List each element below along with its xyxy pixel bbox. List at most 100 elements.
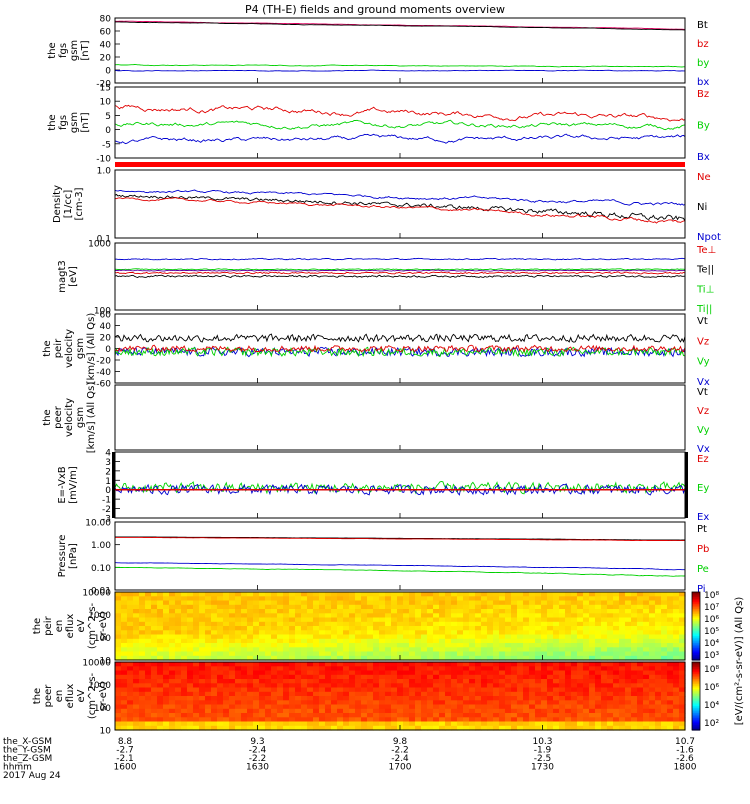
Bz-line bbox=[114, 104, 686, 122]
electron-spectrogram-cell bbox=[607, 721, 614, 727]
electron-spectrogram-cell bbox=[133, 691, 140, 697]
ion-spectrogram-cell bbox=[439, 651, 446, 657]
ion-spectrogram-cell bbox=[157, 621, 164, 627]
ion-spectrogram-cell bbox=[523, 617, 530, 623]
ion-spectrogram-cell bbox=[289, 600, 296, 606]
ion-spectrogram-cell bbox=[679, 626, 686, 631]
ion-spectrogram-cell bbox=[529, 643, 536, 648]
electron-spectrogram-cell bbox=[499, 666, 506, 672]
electron-spectrogram-cell bbox=[571, 717, 578, 723]
electron-spectrogram-cell bbox=[475, 666, 482, 672]
electron-spectrogram-cell bbox=[175, 713, 182, 718]
ion-spectrogram-cell bbox=[475, 604, 482, 610]
ion-spectrogram-cell bbox=[307, 651, 314, 657]
ion-spectrogram-cell bbox=[139, 651, 146, 657]
ion-spectrogram-cell bbox=[361, 647, 368, 653]
ion-spectrogram-cell bbox=[655, 609, 662, 614]
electron-spectrogram-cell bbox=[307, 717, 314, 723]
electron-spectrogram-cell bbox=[163, 717, 170, 723]
ion-spectrogram-cell bbox=[355, 609, 362, 614]
electron-spectrogram-cell bbox=[679, 683, 686, 689]
electron-spectrogram-cell bbox=[325, 670, 332, 676]
electron-spectrogram-cell bbox=[181, 674, 188, 680]
ion-spectrogram-cell bbox=[673, 596, 680, 602]
ion-spectrogram-cell bbox=[205, 626, 212, 631]
ion-spectrogram-cell bbox=[247, 643, 254, 648]
ylabel: velocity bbox=[64, 398, 75, 437]
electron-spectrogram-cell bbox=[445, 696, 452, 701]
ion-spectrogram-cell bbox=[619, 630, 626, 636]
ion-spectrogram-cell bbox=[535, 604, 542, 610]
electron-spectrogram-cell bbox=[637, 683, 644, 689]
ion-spectrogram-cell bbox=[451, 604, 458, 610]
electron-spectrogram-cell bbox=[517, 725, 524, 731]
ion-spectrogram-cell bbox=[301, 626, 308, 631]
ion-spectrogram-cell bbox=[493, 592, 500, 597]
ion-spectrogram-cell bbox=[301, 596, 308, 602]
ylabel: the bbox=[47, 42, 58, 58]
electron-spectrogram-cell bbox=[649, 700, 656, 706]
electron-spectrogram-cell bbox=[637, 725, 644, 731]
ion-spectrogram-cell bbox=[601, 604, 608, 610]
electron-spectrogram-cell bbox=[289, 687, 296, 693]
ion-spectrogram-cell bbox=[115, 600, 122, 606]
ion-spectrogram-cell bbox=[589, 613, 596, 619]
ion-spectrogram-cell bbox=[133, 651, 140, 657]
ion-spectrogram-cell bbox=[649, 596, 656, 602]
ion-spectrogram-cell bbox=[283, 596, 290, 602]
ion-spectrogram-cell bbox=[187, 638, 194, 644]
ion-spectrogram-cell bbox=[529, 630, 536, 636]
electron-spectrogram-cell bbox=[409, 679, 416, 684]
electron-spectrogram-cell bbox=[643, 725, 650, 731]
electron-spectrogram-cell bbox=[127, 662, 134, 667]
ion-spectrogram-cell bbox=[595, 643, 602, 648]
electron-spectrogram-cell bbox=[211, 717, 218, 723]
electron-spectrogram-cell bbox=[121, 687, 128, 693]
electron-spectrogram-cell bbox=[415, 666, 422, 672]
electron-colorbar-cell bbox=[692, 667, 700, 670]
electron-spectrogram-cell bbox=[535, 696, 542, 701]
electron-spectrogram-cell bbox=[355, 704, 362, 710]
ion-spectrogram-cell bbox=[217, 604, 224, 610]
electron-spectrogram-cell bbox=[229, 670, 236, 676]
electron-spectrogram-cell bbox=[673, 683, 680, 689]
ion-spectrogram-cell bbox=[223, 626, 230, 631]
ion-spectrogram-cell bbox=[637, 647, 644, 653]
electron-spectrogram-cell bbox=[631, 700, 638, 706]
ion-spectrogram-cell bbox=[115, 596, 122, 602]
electron-spectrogram-cell bbox=[475, 674, 482, 680]
electron-spectrogram-cell bbox=[541, 679, 548, 684]
electron-spectrogram-cell bbox=[133, 666, 140, 672]
electron-spectrogram-cell bbox=[241, 696, 248, 701]
ion-spectrogram-cell bbox=[121, 596, 128, 602]
electron-spectrogram-cell bbox=[337, 683, 344, 689]
ion-spectrogram-cell bbox=[649, 647, 656, 653]
electron-spectrogram-cell bbox=[205, 691, 212, 697]
ion-spectrogram-cell bbox=[307, 604, 314, 610]
ion-spectrogram-cell bbox=[643, 655, 650, 661]
ion-spectrogram-cell bbox=[265, 617, 272, 623]
ion-spectrogram-cell bbox=[145, 638, 152, 644]
ion-spectrogram-cell bbox=[577, 643, 584, 648]
ion-spectrogram-cell bbox=[361, 643, 368, 648]
ion-spectrogram-cell bbox=[205, 643, 212, 648]
electron-spectrogram-cell bbox=[583, 666, 590, 672]
ion-spectrogram-cell bbox=[415, 592, 422, 597]
electron-spectrogram-cell bbox=[625, 666, 632, 672]
ion-spectrogram-cell bbox=[421, 604, 428, 610]
ion-spectrogram-cell bbox=[307, 617, 314, 623]
electron-spectrogram-cell bbox=[649, 696, 656, 701]
ion-spectrogram-cell bbox=[211, 613, 218, 619]
ion-spectrogram-cell bbox=[487, 647, 494, 653]
electron-spectrogram-cell bbox=[487, 683, 494, 689]
ylabel: [km/s] (All Qs) bbox=[86, 313, 97, 385]
ion-spectrogram-cell bbox=[277, 613, 284, 619]
ion-spectrogram-cell bbox=[589, 626, 596, 631]
ion-spectrogram-cell bbox=[391, 630, 398, 636]
ion-spectrogram-cell bbox=[469, 655, 476, 661]
ion-spectrogram-cell bbox=[385, 638, 392, 644]
electron-spectrogram-cell bbox=[379, 679, 386, 684]
electron-spectrogram-cell bbox=[121, 674, 128, 680]
ion-spectrogram-cell bbox=[145, 630, 152, 636]
electron-spectrogram-cell bbox=[319, 662, 326, 667]
